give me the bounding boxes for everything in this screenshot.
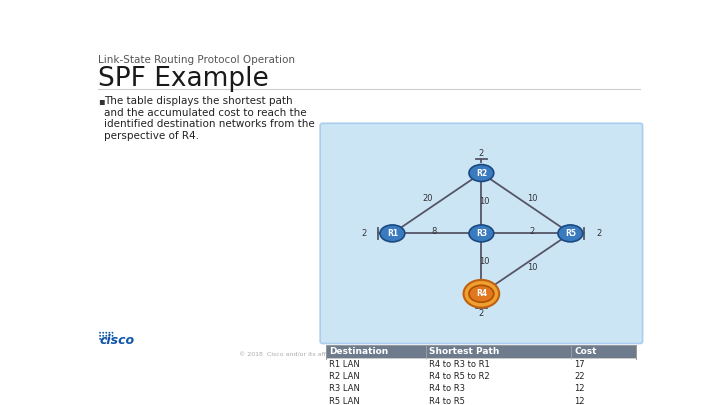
Ellipse shape — [464, 280, 499, 308]
FancyBboxPatch shape — [326, 371, 636, 383]
Text: R3 LAN: R3 LAN — [330, 384, 360, 393]
Ellipse shape — [558, 225, 582, 242]
Text: ▪: ▪ — [98, 96, 104, 107]
Circle shape — [99, 335, 101, 337]
Text: Destination: Destination — [330, 347, 389, 356]
Text: The table displays the shortest path: The table displays the shortest path — [104, 96, 292, 107]
Text: R4 to R5 to R2: R4 to R5 to R2 — [428, 372, 490, 381]
Ellipse shape — [469, 225, 494, 242]
FancyBboxPatch shape — [326, 395, 636, 405]
Text: Cost: Cost — [575, 347, 597, 356]
Text: Shortest Path: Shortest Path — [428, 347, 499, 356]
Text: 2: 2 — [530, 227, 535, 236]
Text: R4 to R3 to R1: R4 to R3 to R1 — [428, 360, 490, 369]
Text: R4 to R5: R4 to R5 — [428, 397, 464, 405]
Circle shape — [109, 332, 110, 334]
Circle shape — [102, 338, 104, 340]
Text: R4 to R3: R4 to R3 — [428, 384, 464, 393]
Text: 2: 2 — [479, 309, 484, 318]
Text: 10: 10 — [527, 263, 537, 273]
Text: 12: 12 — [575, 397, 585, 405]
Text: R2 LAN: R2 LAN — [330, 372, 360, 381]
Text: and the accumulated cost to reach the: and the accumulated cost to reach the — [104, 108, 307, 118]
Text: 2: 2 — [361, 229, 366, 238]
Text: R5 LAN: R5 LAN — [330, 397, 360, 405]
Text: R5: R5 — [565, 229, 576, 238]
Text: cisco: cisco — [99, 334, 135, 347]
Text: 22: 22 — [575, 372, 585, 381]
Text: R3: R3 — [476, 229, 487, 238]
Circle shape — [109, 338, 110, 340]
Ellipse shape — [469, 285, 494, 302]
FancyBboxPatch shape — [326, 383, 636, 395]
Text: R4: R4 — [476, 289, 487, 298]
Text: 2: 2 — [479, 149, 484, 158]
Circle shape — [102, 335, 104, 337]
Text: 2: 2 — [596, 229, 602, 238]
Text: 10: 10 — [480, 257, 490, 266]
Text: 8: 8 — [431, 227, 436, 236]
Circle shape — [105, 335, 107, 337]
Circle shape — [99, 338, 101, 340]
Ellipse shape — [380, 225, 405, 242]
Circle shape — [112, 335, 114, 337]
Text: 10: 10 — [527, 194, 537, 203]
Text: perspective of R4.: perspective of R4. — [104, 131, 199, 141]
Text: 10: 10 — [480, 196, 490, 206]
Text: identified destination networks from the: identified destination networks from the — [104, 119, 315, 130]
Text: © 2018  Cisco and/or its affiliates. All rights reserved.   Cisco Confidential  : © 2018 Cisco and/or its affiliates. All … — [239, 351, 499, 356]
Text: 17: 17 — [575, 360, 585, 369]
FancyBboxPatch shape — [320, 123, 642, 343]
Circle shape — [102, 332, 104, 334]
Text: SPF Example: SPF Example — [98, 66, 269, 92]
Text: Link-State Routing Protocol Operation: Link-State Routing Protocol Operation — [98, 55, 294, 65]
Circle shape — [105, 338, 107, 340]
Text: R1: R1 — [387, 229, 398, 238]
Text: 20: 20 — [422, 194, 433, 203]
Circle shape — [99, 332, 101, 334]
FancyBboxPatch shape — [326, 345, 636, 358]
Circle shape — [112, 332, 114, 334]
Text: R1 LAN: R1 LAN — [330, 360, 360, 369]
Circle shape — [112, 338, 114, 340]
Circle shape — [105, 332, 107, 334]
Text: R2: R2 — [476, 168, 487, 177]
Ellipse shape — [469, 164, 494, 181]
Text: 12: 12 — [575, 384, 585, 393]
FancyBboxPatch shape — [326, 358, 636, 371]
Circle shape — [109, 335, 110, 337]
